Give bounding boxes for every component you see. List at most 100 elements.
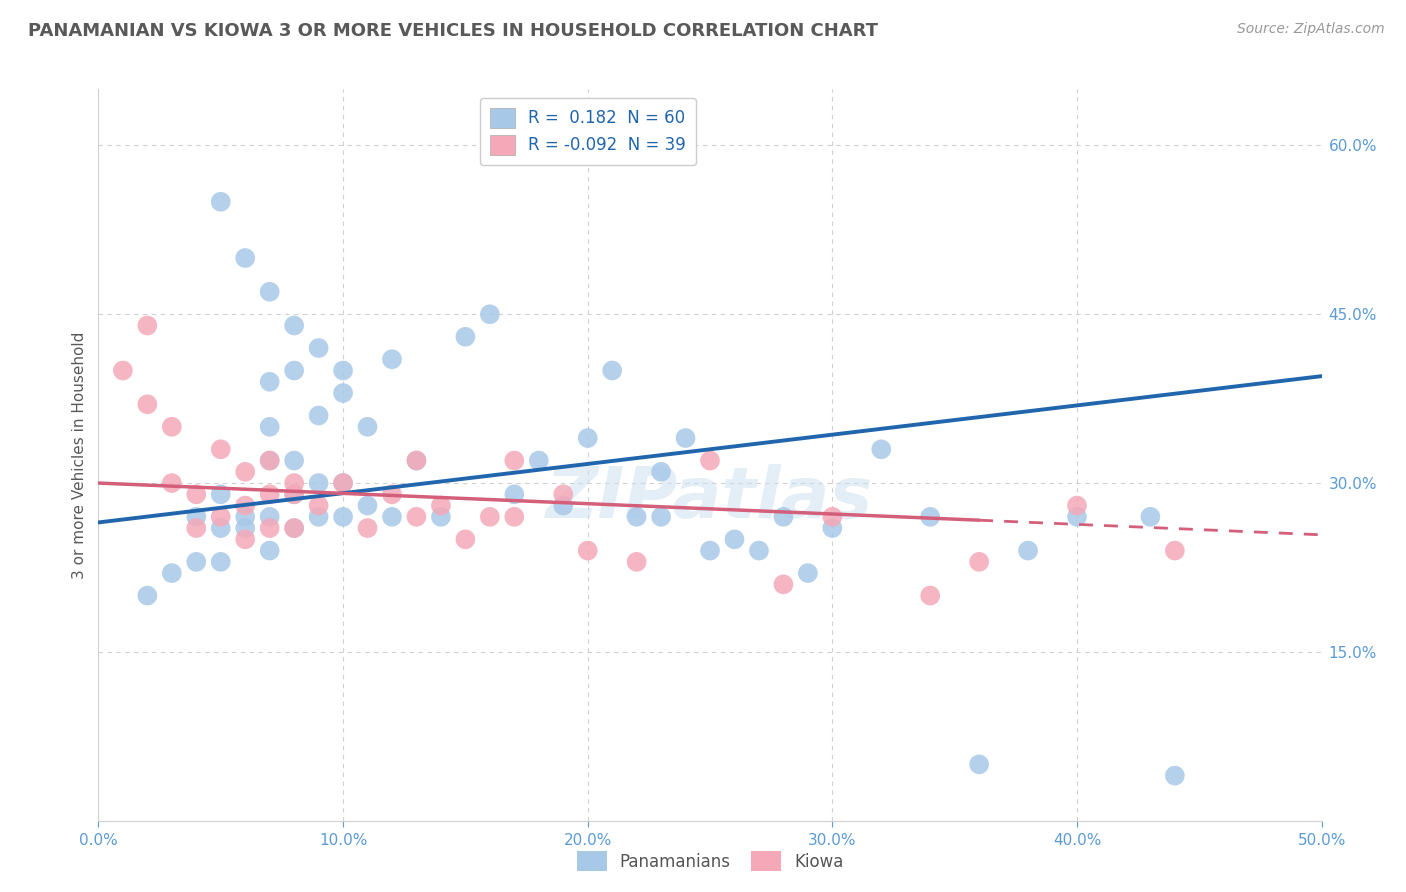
Point [748, 543, 770, 558]
Point [136, 397, 159, 411]
Point [283, 521, 305, 535]
Text: Source: ZipAtlas.com: Source: ZipAtlas.com [1237, 22, 1385, 37]
Point [650, 465, 672, 479]
Point [283, 318, 305, 333]
Point [209, 194, 232, 209]
Point [626, 555, 648, 569]
Point [209, 442, 232, 457]
Point [259, 375, 281, 389]
Point [332, 476, 354, 491]
Point [136, 589, 159, 603]
Point [308, 341, 330, 355]
Point [797, 566, 820, 580]
Point [186, 487, 208, 501]
Point [259, 453, 281, 467]
Point [259, 509, 281, 524]
Point [503, 453, 526, 467]
Point [283, 487, 305, 501]
Point [186, 509, 208, 524]
Point [576, 431, 599, 445]
Point [308, 409, 330, 423]
Point [675, 431, 697, 445]
Point [553, 499, 575, 513]
Point [626, 509, 648, 524]
Point [699, 543, 721, 558]
Point [821, 509, 844, 524]
Point [233, 499, 256, 513]
Point [332, 363, 354, 377]
Point [283, 476, 305, 491]
Point [259, 419, 281, 434]
Point [1164, 769, 1187, 783]
Point [356, 499, 378, 513]
Point [650, 509, 672, 524]
Legend: Panamanians, Kiowa: Panamanians, Kiowa [569, 845, 851, 878]
Point [209, 487, 232, 501]
Point [283, 453, 305, 467]
Point [699, 453, 721, 467]
Point [259, 285, 281, 299]
Point [136, 318, 159, 333]
Text: PANAMANIAN VS KIOWA 3 OR MORE VEHICLES IN HOUSEHOLD CORRELATION CHART: PANAMANIAN VS KIOWA 3 OR MORE VEHICLES I… [28, 22, 879, 40]
Point [1139, 509, 1161, 524]
Point [308, 499, 330, 513]
Point [503, 487, 526, 501]
Point [454, 330, 477, 344]
Point [160, 476, 183, 491]
Point [478, 307, 501, 321]
Point [233, 251, 256, 265]
Point [454, 533, 477, 547]
Point [111, 363, 134, 377]
Point [160, 419, 183, 434]
Point [1164, 543, 1187, 558]
Point [503, 509, 526, 524]
Point [405, 509, 427, 524]
Point [233, 533, 256, 547]
Point [381, 352, 404, 367]
Point [478, 509, 501, 524]
Point [1066, 499, 1088, 513]
Point [283, 521, 305, 535]
Point [772, 577, 794, 591]
Y-axis label: 3 or more Vehicles in Household: 3 or more Vehicles in Household [72, 331, 87, 579]
Point [430, 509, 453, 524]
Point [967, 757, 990, 772]
Point [186, 521, 208, 535]
Point [1017, 543, 1039, 558]
Point [920, 589, 942, 603]
Point [332, 386, 354, 401]
Point [160, 566, 183, 580]
Point [209, 509, 232, 524]
Point [821, 521, 844, 535]
Point [723, 533, 745, 547]
Point [381, 509, 404, 524]
Point [772, 509, 794, 524]
Point [233, 509, 256, 524]
Point [332, 509, 354, 524]
Point [209, 555, 232, 569]
Point [527, 453, 550, 467]
Point [283, 363, 305, 377]
Point [405, 453, 427, 467]
Point [576, 543, 599, 558]
Point [308, 476, 330, 491]
Point [259, 453, 281, 467]
Point [405, 453, 427, 467]
Point [209, 521, 232, 535]
Point [332, 476, 354, 491]
Point [233, 521, 256, 535]
Point [870, 442, 893, 457]
Point [283, 487, 305, 501]
Point [356, 521, 378, 535]
Point [308, 509, 330, 524]
Text: ZIPatlas: ZIPatlas [547, 465, 873, 533]
Point [186, 555, 208, 569]
Point [356, 419, 378, 434]
Point [967, 555, 990, 569]
Point [600, 363, 623, 377]
Point [259, 521, 281, 535]
Point [259, 543, 281, 558]
Point [259, 487, 281, 501]
Point [553, 487, 575, 501]
Point [430, 499, 453, 513]
